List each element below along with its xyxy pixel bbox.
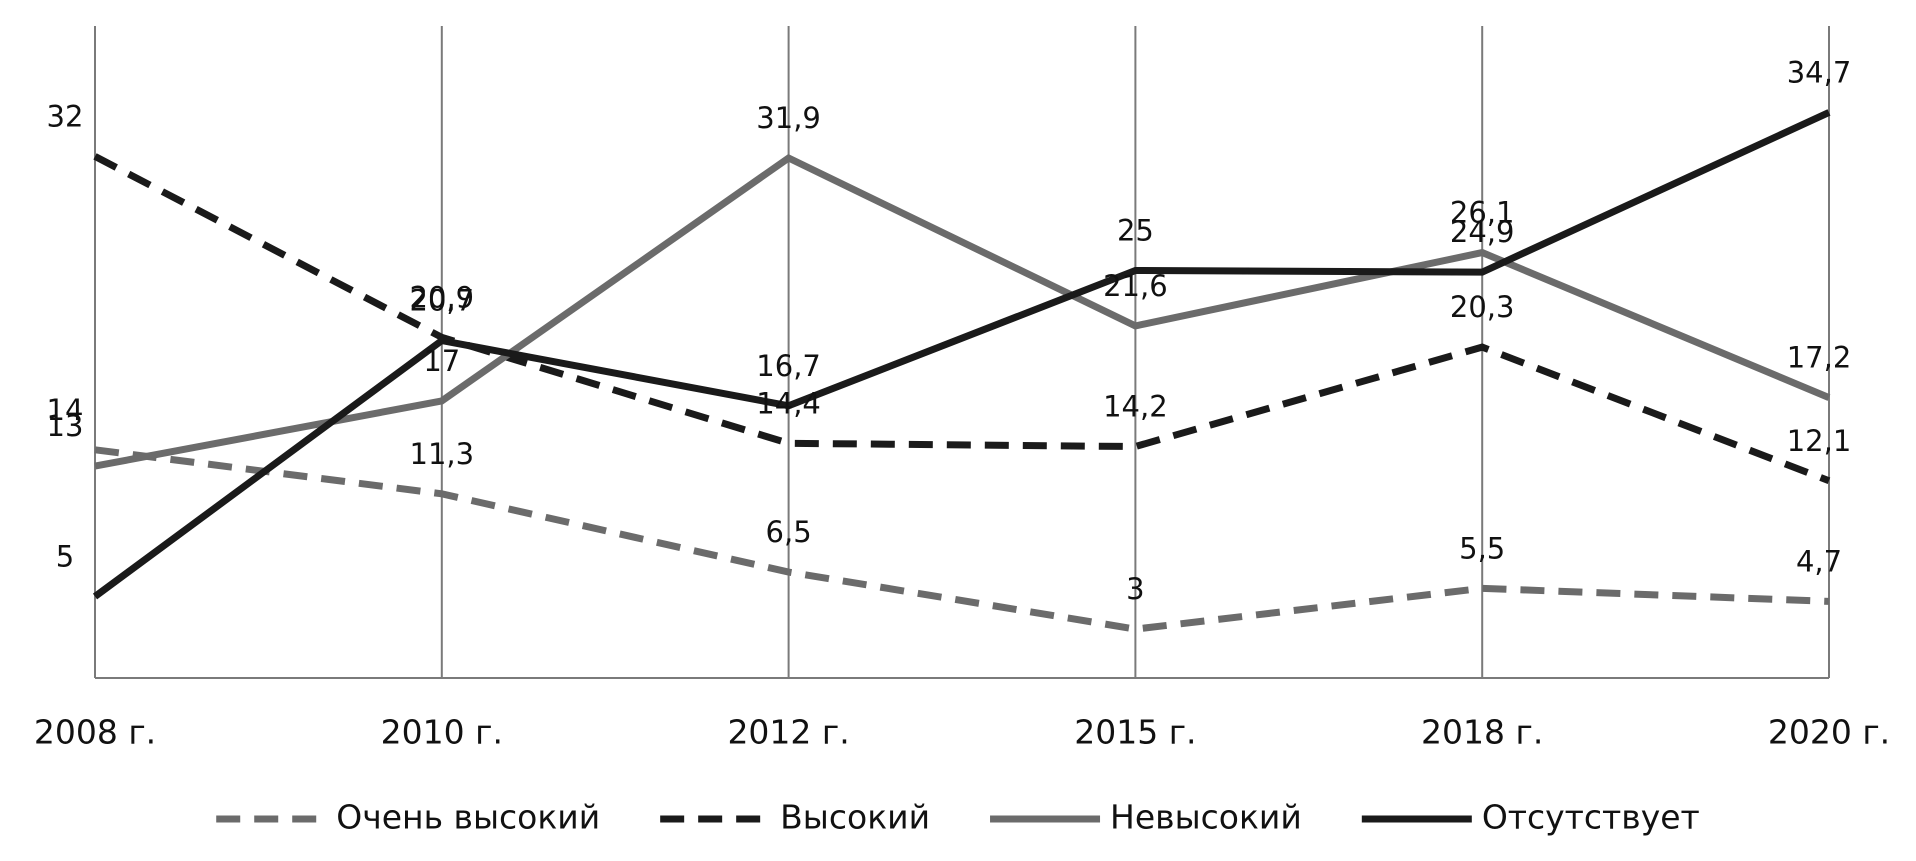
x-tick-label: 2012 г. [727,713,849,752]
data-label: 20,7 [410,284,475,318]
data-label: 31,9 [756,101,821,135]
data-label: 24,9 [1450,215,1515,249]
data-label: 32 [47,99,84,133]
line [94,446,1830,633]
x-tick-label: 2010 г. [381,713,503,752]
line [92,109,1831,600]
line [94,153,1831,470]
data-label: 17 [423,344,460,378]
data-label: 6,5 [766,515,812,549]
data-label: 26,1 [1450,196,1515,230]
data-label: 20,9 [410,280,475,314]
data-label: 14 [47,393,84,427]
data-label: 25 [1117,214,1154,248]
data-label: 3 [1126,572,1144,606]
legend-label: Отсутствует [1482,798,1700,837]
data-label: 5,5 [1459,531,1505,565]
data-label: 21,6 [1103,269,1168,303]
data-label: 14,2 [1103,390,1168,424]
data-label: 12,1 [1787,424,1852,458]
x-tick-label: 2018 г. [1421,713,1543,752]
data-label: 16,7 [756,349,821,383]
data-label: 14,4 [756,386,821,420]
x-tick-label: 2020 г. [1768,713,1890,752]
data-label: 11,3 [410,437,475,471]
legend-label: Очень высокий [336,798,600,837]
data-label: 4,7 [1796,544,1842,578]
data-label: 13 [47,409,84,443]
line [93,153,1831,485]
legend-label: Невысокий [1110,798,1302,837]
x-tick-label: 2015 г. [1074,713,1196,752]
legend-label: Высокий [780,798,930,837]
x-tick-label: 2008 г. [34,713,156,752]
data-label: 34,7 [1787,55,1852,89]
data-label: 17,2 [1787,341,1852,375]
data-label: 5 [56,540,74,574]
data-label: 20,3 [1450,290,1515,324]
